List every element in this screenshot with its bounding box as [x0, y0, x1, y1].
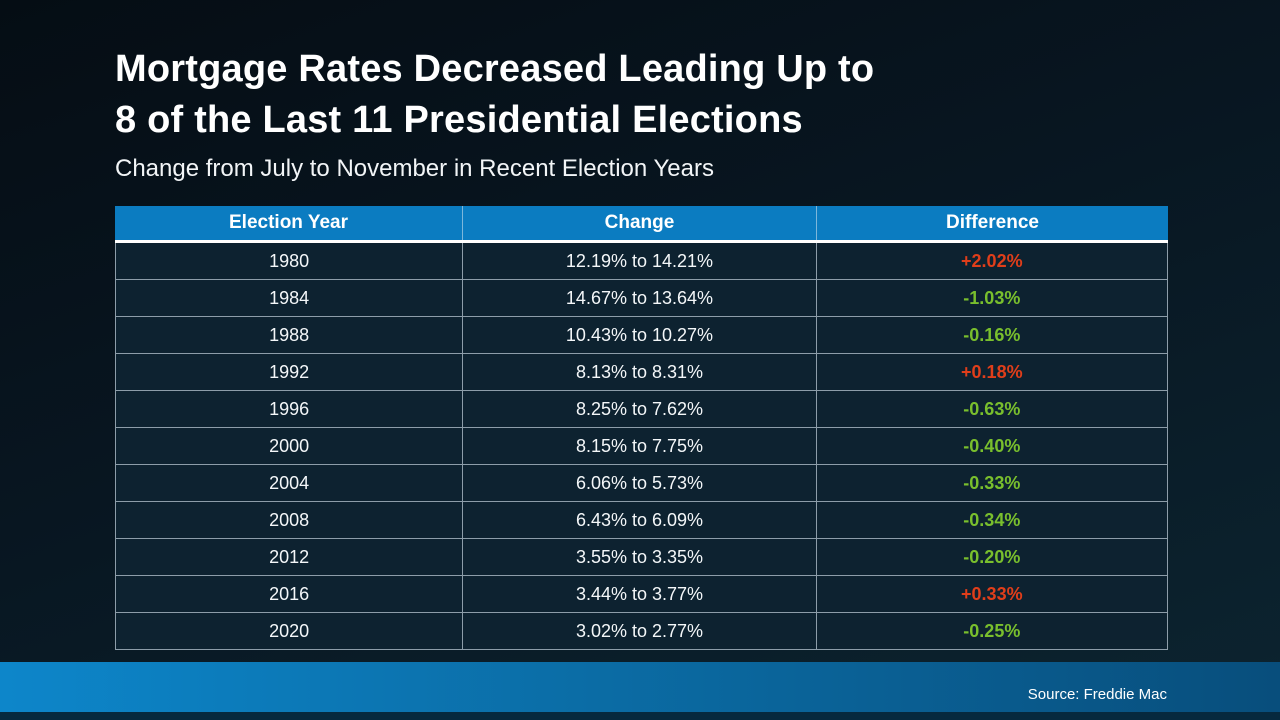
- year-cell: 2000: [116, 428, 464, 464]
- table-row: 2020 3.02% to 2.77% -0.25%: [115, 613, 1168, 650]
- table-row: 1988 10.43% to 10.27% -0.16%: [115, 317, 1168, 354]
- table-row: 2016 3.44% to 3.77% +0.33%: [115, 576, 1168, 613]
- footer-bar: Source: Freddie Mac: [0, 662, 1280, 720]
- difference-cell: -1.03%: [963, 287, 1021, 308]
- table-body: 1980 12.19% to 14.21% +2.02% 1984 14.67% to …: [115, 243, 1168, 650]
- table-row: 1996 8.25% to 7.62% -0.63%: [115, 391, 1168, 428]
- table-row: 1980 12.19% to 14.21% +2.02%: [115, 243, 1168, 280]
- change-cell: 8.13% to 8.31%: [463, 354, 817, 390]
- table-header-row: Election Year Change Difference: [115, 206, 1168, 243]
- year-cell: 2012: [116, 539, 464, 575]
- table-row: 2012 3.55% to 3.35% -0.20%: [115, 539, 1168, 576]
- year-cell: 1992: [116, 354, 464, 390]
- table-row: 2000 8.15% to 7.75% -0.40%: [115, 428, 1168, 465]
- table-row: 1984 14.67% to 13.64% -1.03%: [115, 280, 1168, 317]
- year-cell: 1984: [116, 280, 464, 316]
- year-cell: 1980: [116, 243, 464, 279]
- mortgage-rates-table: Election Year Change Difference 1980 12.1…: [115, 206, 1168, 650]
- change-cell: 10.43% to 10.27%: [463, 317, 817, 353]
- year-cell: 1988: [116, 317, 464, 353]
- change-cell: 8.25% to 7.62%: [463, 391, 817, 427]
- table-row: 2008 6.43% to 6.09% -0.34%: [115, 502, 1168, 539]
- difference-cell: -0.40%: [963, 435, 1021, 456]
- change-cell: 3.02% to 2.77%: [463, 613, 817, 649]
- page-title: Mortgage Rates Decreased Leading Up to 8…: [115, 44, 874, 147]
- year-cell: 2020: [116, 613, 464, 649]
- change-cell: 12.19% to 14.21%: [463, 243, 817, 279]
- difference-cell: -0.16%: [963, 324, 1021, 345]
- year-cell: 2004: [116, 465, 464, 501]
- column-header-election-year: Election Year: [115, 206, 463, 240]
- subtitle: Change from July to November in Recent E…: [115, 155, 714, 182]
- difference-cell: -0.34%: [963, 509, 1021, 530]
- change-cell: 8.15% to 7.75%: [463, 428, 817, 464]
- year-cell: 2016: [116, 576, 464, 612]
- difference-cell: -0.33%: [963, 472, 1021, 493]
- source-credit: Source: Freddie Mac: [1027, 686, 1167, 703]
- difference-cell: -0.25%: [963, 620, 1021, 641]
- title-line-2: 8 of the Last 11 Presidential Elections: [115, 99, 803, 142]
- year-cell: 2008: [116, 502, 464, 538]
- difference-cell: +0.18%: [961, 361, 1023, 382]
- column-header-change: Change: [463, 206, 817, 240]
- difference-cell: -0.20%: [963, 546, 1021, 567]
- title-line-1: Mortgage Rates Decreased Leading Up to: [115, 48, 875, 90]
- change-cell: 6.43% to 6.09%: [463, 502, 817, 538]
- difference-cell: +2.02%: [961, 250, 1023, 271]
- change-cell: 6.06% to 5.73%: [463, 465, 817, 501]
- table-row: 2004 6.06% to 5.73% -0.33%: [115, 465, 1168, 502]
- change-cell: 14.67% to 13.64%: [463, 280, 817, 316]
- column-header-difference: Difference: [946, 212, 1039, 233]
- difference-cell: +0.33%: [961, 583, 1023, 604]
- change-cell: 3.55% to 3.35%: [463, 539, 817, 575]
- table-row: 1992 8.13% to 8.31% +0.18%: [115, 354, 1168, 391]
- year-cell: 1996: [116, 391, 464, 427]
- change-cell: 3.44% to 3.77%: [463, 576, 817, 612]
- difference-cell: -0.63%: [963, 398, 1021, 419]
